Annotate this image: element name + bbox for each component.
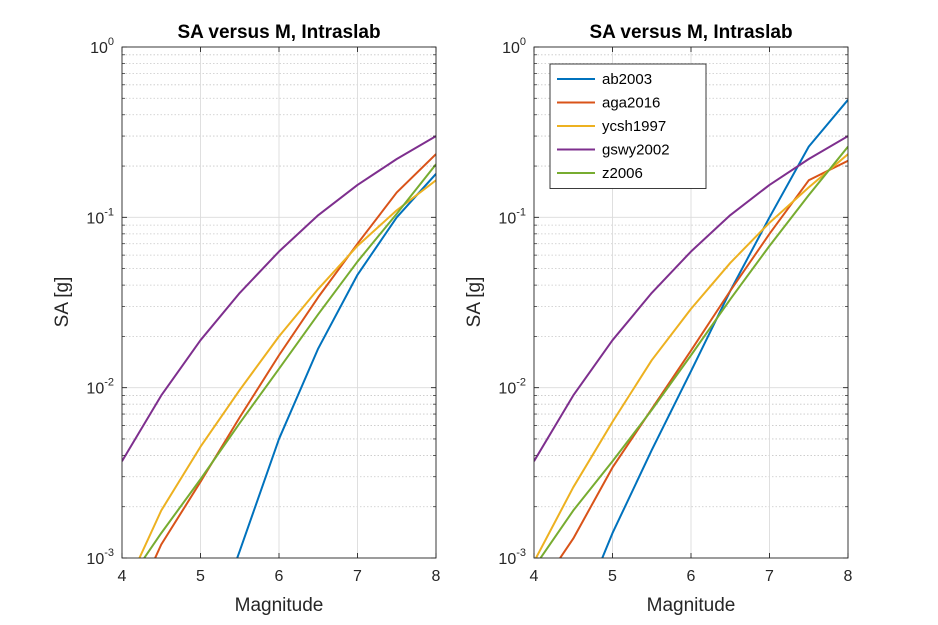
y-tick-label: 10-2: [498, 377, 526, 398]
series-line-z2006: [539, 146, 848, 558]
series-line-ycsh1997: [534, 153, 848, 558]
series-line-series-5: [143, 163, 436, 558]
y-tick-label: 10-2: [86, 377, 114, 398]
right-legend: ab2003 aga2016 ycsh1997 gswy2002 z2006: [549, 63, 707, 189]
legend-label-ycsh1997: ycsh1997: [602, 118, 666, 135]
right-plot-title: SA versus M, Intraslab: [589, 22, 792, 43]
left-plot-title: SA versus M, Intraslab: [177, 22, 380, 43]
series-line-series-2: [154, 153, 436, 558]
x-tick-label: 5: [196, 568, 205, 585]
left-plot-xlabel: Magnitude: [235, 595, 324, 616]
right-tick-marks: [533, 46, 849, 559]
x-tick-label: 5: [608, 568, 617, 585]
series-line-series-3: [138, 179, 436, 558]
left-plot-ylabel: SA [g]: [52, 277, 73, 328]
y-tick-label: 100: [502, 36, 526, 57]
x-tick-label: 7: [765, 568, 774, 585]
y-tick-label: 100: [90, 36, 114, 57]
x-tick-label: 4: [530, 568, 539, 585]
x-tick-label: 8: [432, 568, 441, 585]
series-line-series-1: [236, 173, 436, 558]
legend-label-aga2016: aga2016: [602, 95, 660, 112]
x-tick-label: 6: [275, 568, 284, 585]
y-tick-label: 10-1: [86, 206, 114, 227]
left-plot: SA versus M, Intraslab Magnitude SA [g] …: [52, 22, 441, 616]
x-tick-label: 4: [118, 568, 127, 585]
series-line-series-4: [122, 135, 436, 462]
left-series-group: [122, 135, 436, 558]
left-tick-marks: [121, 46, 437, 559]
legend-label-gswy2002: gswy2002: [602, 142, 670, 159]
legend-label-ab2003: ab2003: [602, 71, 652, 88]
right-plot: SA versus M, Intraslab Magnitude SA [g] …: [464, 22, 853, 616]
right-plot-ylabel: SA [g]: [464, 277, 485, 328]
right-plot-xlabel: Magnitude: [647, 595, 736, 616]
x-tick-label: 8: [844, 568, 853, 585]
y-tick-label: 10-3: [498, 547, 526, 568]
series-line-gswy2002: [534, 135, 848, 462]
x-tick-label: 7: [353, 568, 362, 585]
y-tick-label: 10-3: [86, 547, 114, 568]
y-tick-label: 10-1: [498, 206, 526, 227]
x-tick-label: 6: [687, 568, 696, 585]
right-series-group: [534, 99, 848, 558]
series-line-ab2003: [601, 99, 848, 558]
legend-label-z2006: z2006: [602, 165, 643, 182]
